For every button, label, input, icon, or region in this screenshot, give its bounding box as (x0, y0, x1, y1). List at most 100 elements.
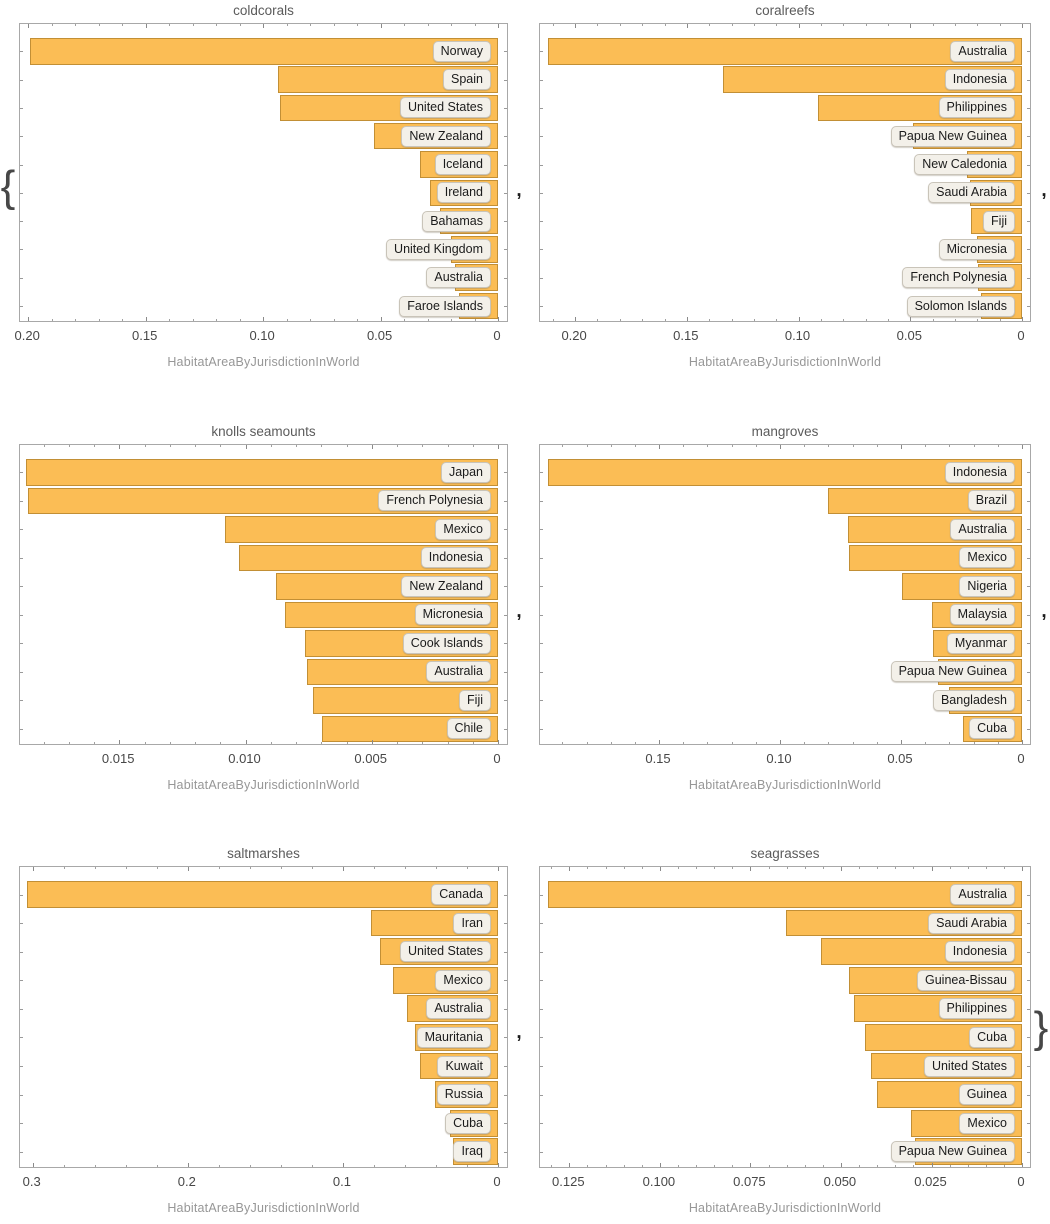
x-tick-minor (852, 445, 854, 447)
x-tick-minor (436, 867, 437, 869)
y-tick (504, 164, 507, 166)
x-tick-minor (156, 1165, 158, 1167)
y-tick (20, 529, 23, 531)
x-tick-minor (731, 742, 733, 744)
x-tick-minor (977, 24, 979, 26)
x-tick-minor (955, 319, 956, 321)
y-tick (540, 980, 543, 982)
x-tick-minor (68, 742, 70, 744)
x-tick-minor (122, 24, 124, 26)
x-tick-minor (218, 1165, 220, 1167)
bar-label: Papua New Guinea (890, 125, 1015, 147)
y-tick (1027, 1151, 1030, 1153)
x-tick-minor (877, 1165, 879, 1167)
x-tick-minor (786, 867, 788, 869)
bar-label: United States (923, 1055, 1015, 1077)
y-tick (20, 1008, 23, 1010)
bar-label: Brazil (967, 490, 1015, 512)
x-tick-label: 0.100 (642, 1174, 676, 1189)
x-tick-major (119, 445, 121, 449)
x-tick-major (371, 445, 373, 449)
x-tick-minor (333, 319, 335, 321)
plot-frame-seagrasses: Australia Saudi Arabia Indonesia Guinea-Bis… (539, 866, 1031, 1168)
y-tick (1027, 671, 1030, 673)
x-tick-minor (623, 867, 625, 869)
x-tick-minor (999, 24, 1001, 26)
y-tick (540, 51, 543, 53)
x-tick-minor (562, 445, 564, 447)
y-tick (1027, 249, 1030, 251)
x-tick-major (780, 445, 781, 449)
x-tick-major (686, 317, 688, 321)
y-tick (540, 728, 543, 730)
y-tick (540, 500, 543, 502)
x-axis-label: HabitatAreaByJurisdictionInWorld (688, 355, 882, 369)
bar-label: Chile (446, 718, 491, 740)
x-tick-major (750, 867, 752, 871)
x-tick-minor (859, 1165, 860, 1167)
y-tick (1027, 1123, 1030, 1125)
x-tick-minor (843, 24, 845, 26)
bar-label: Spain (443, 69, 491, 91)
chart-title: saltmarshes (227, 846, 300, 861)
x-tick-minor (732, 1165, 734, 1167)
bar-australia (547, 38, 1022, 65)
x-tick-major (910, 24, 912, 28)
x-tick-minor (804, 742, 806, 744)
x-tick-minor (286, 24, 288, 26)
list-separator-comma: , (1041, 601, 1047, 622)
bar-label: Philippines (938, 97, 1015, 119)
bar-label: Iraq (453, 1141, 491, 1163)
x-tick-minor (310, 319, 312, 321)
y-tick (1027, 136, 1030, 138)
x-tick-label: 0.010 (228, 751, 261, 766)
x-tick-minor (311, 867, 313, 869)
x-tick-minor (925, 742, 927, 744)
x-tick-major (498, 317, 499, 321)
x-tick-label: 0.05 (896, 328, 922, 343)
y-tick (1027, 500, 1030, 502)
x-tick-minor (296, 445, 297, 447)
chart-panel-mangroves: mangroves Indonesia Brazil Australia Mexico N… (539, 424, 1031, 792)
bar-label: New Caledonia (914, 154, 1015, 175)
x-tick-label: 0 (1017, 1174, 1025, 1189)
y-tick (504, 980, 507, 982)
x-tick-minor (755, 742, 757, 744)
y-tick (504, 107, 507, 109)
x-tick-minor (932, 319, 934, 321)
y-tick (20, 643, 23, 645)
bar-label: Micronesia (938, 238, 1015, 260)
chart-panel-coralreefs: coralreefs Australia Indonesia Philippines P… (539, 3, 1031, 369)
x-tick-minor (310, 24, 312, 26)
bar-label: Kuwait (437, 1055, 491, 1077)
y-tick (1027, 700, 1030, 702)
x-tick-minor (619, 24, 621, 26)
x-tick-minor (404, 867, 406, 869)
x-tick-major (931, 1163, 933, 1167)
x-tick-minor (404, 319, 405, 321)
y-tick (20, 249, 23, 251)
x-tick-minor (472, 742, 474, 744)
x-tick-minor (216, 319, 218, 321)
x-tick-minor (605, 867, 607, 869)
bar-label: Solomon Islands (906, 295, 1015, 317)
x-tick-minor (955, 24, 956, 26)
x-tick-label: 0.10 (249, 328, 275, 343)
y-tick (20, 472, 23, 474)
y-tick (540, 586, 543, 588)
chart-title: seagrasses (750, 846, 820, 861)
chart-title: coldcorals (233, 3, 294, 18)
x-tick-major (245, 740, 247, 744)
bar-label: Mexico (959, 547, 1015, 569)
y-tick (20, 586, 23, 588)
x-tick-minor (913, 867, 915, 869)
y-tick (20, 136, 23, 138)
bar-label: Australia (950, 884, 1015, 905)
list-separator-comma: , (516, 601, 522, 622)
x-tick-minor (731, 319, 733, 321)
x-tick-minor (218, 867, 220, 869)
x-tick-minor (270, 742, 272, 744)
x-tick-minor (270, 445, 272, 447)
bar-label: Australia (950, 40, 1015, 62)
x-tick-minor (144, 445, 146, 447)
